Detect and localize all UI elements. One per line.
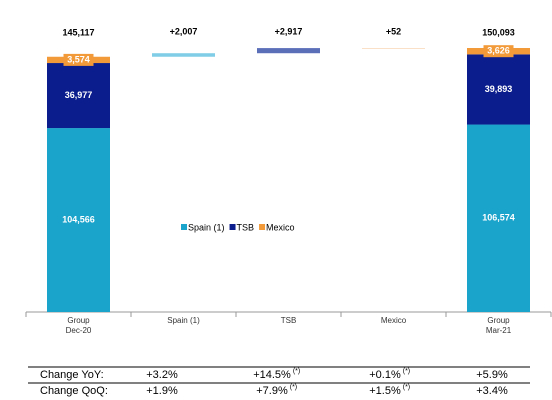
bar-segment	[47, 128, 110, 312]
table-cell: +3.2%	[146, 369, 178, 381]
legend-swatch	[229, 224, 236, 230]
segment-label: 3,574	[67, 54, 90, 64]
x-tick-label: Group Mar-21	[486, 316, 512, 335]
x-tick-label: TSB	[281, 316, 297, 325]
segment-label: 36,977	[65, 90, 93, 100]
table-cell: +3.4%	[476, 385, 508, 397]
legend-swatch	[259, 224, 266, 230]
table-note: (*)	[293, 368, 300, 375]
delta-bar	[257, 48, 320, 54]
table-cell: Change QoQ:	[40, 385, 108, 397]
total-label: 150,093	[482, 27, 515, 37]
legend-swatch	[181, 224, 187, 230]
bar-segment	[467, 54, 530, 125]
table-cell: +5.9%	[476, 369, 508, 381]
x-tick-label: Mexico	[381, 316, 407, 325]
segment-label: 104,566	[62, 214, 95, 224]
table-cell: +1.9%	[146, 385, 178, 397]
table-note: (*)	[403, 368, 410, 375]
delta-bar	[152, 53, 215, 57]
delta-label: +2,007	[170, 26, 198, 36]
segment-label: 39,893	[485, 84, 513, 94]
table-cell: +1.5%	[369, 385, 401, 397]
table-cell: +14.5%	[253, 369, 291, 381]
label-box	[483, 45, 514, 58]
legend-label: TSB	[237, 222, 255, 232]
table-note: (*)	[290, 384, 297, 391]
x-tick-label: Spain (1)	[167, 316, 200, 325]
table-cell: +7.9%	[256, 385, 288, 397]
total-label: 145,117	[62, 27, 94, 37]
table-cell: Change YoY:	[40, 369, 104, 381]
legend-label: Spain (1)	[188, 222, 225, 232]
legend-label: Mexico	[266, 222, 295, 232]
bar-segment	[467, 124, 530, 312]
delta-bar	[362, 48, 425, 49]
segment-label: 106,574	[482, 213, 515, 223]
segment-label: 3,626	[487, 46, 510, 56]
label-box	[63, 53, 94, 66]
delta-label: +52	[386, 26, 401, 36]
table-cell: +0.1%	[369, 369, 401, 381]
bar-segment	[47, 63, 110, 129]
x-tick-label: Group Dec-20	[66, 316, 92, 335]
delta-label: +2,917	[275, 26, 303, 36]
table-note: (*)	[403, 384, 410, 391]
